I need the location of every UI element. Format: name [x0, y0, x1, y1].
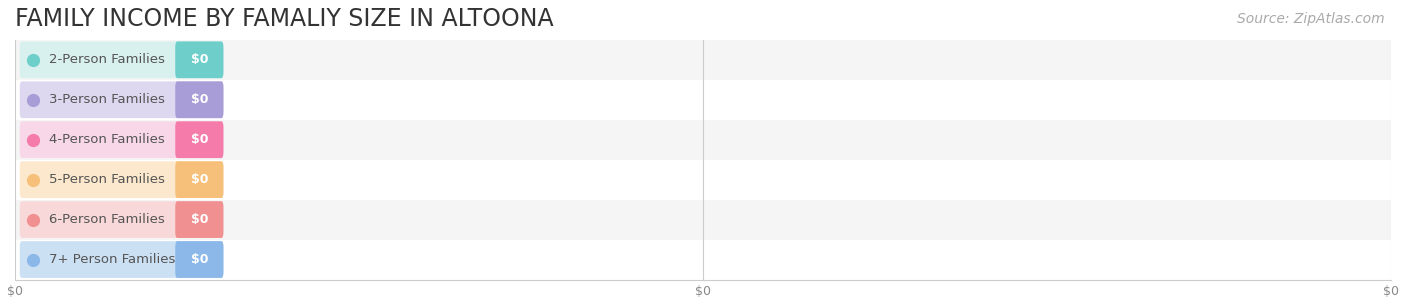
- Text: 3-Person Families: 3-Person Families: [49, 93, 166, 106]
- FancyBboxPatch shape: [176, 121, 224, 158]
- FancyBboxPatch shape: [176, 201, 224, 238]
- Text: 6-Person Families: 6-Person Families: [49, 213, 165, 226]
- Bar: [15, 160, 1391, 199]
- Text: $0: $0: [191, 53, 208, 66]
- Bar: [15, 40, 1391, 80]
- FancyBboxPatch shape: [176, 161, 224, 198]
- Text: 2-Person Families: 2-Person Families: [49, 53, 166, 66]
- Text: 7+ Person Families: 7+ Person Families: [49, 253, 176, 266]
- Text: FAMILY INCOME BY FAMALIY SIZE IN ALTOONA: FAMILY INCOME BY FAMALIY SIZE IN ALTOONA: [15, 7, 554, 31]
- FancyBboxPatch shape: [20, 201, 224, 238]
- FancyBboxPatch shape: [20, 121, 224, 158]
- Text: $0: $0: [191, 173, 208, 186]
- FancyBboxPatch shape: [176, 81, 224, 118]
- Bar: [15, 239, 1391, 279]
- Text: Source: ZipAtlas.com: Source: ZipAtlas.com: [1237, 12, 1385, 26]
- Text: $0: $0: [191, 133, 208, 146]
- FancyBboxPatch shape: [20, 161, 224, 198]
- FancyBboxPatch shape: [176, 241, 224, 278]
- FancyBboxPatch shape: [20, 81, 224, 118]
- Text: 4-Person Families: 4-Person Families: [49, 133, 165, 146]
- Text: 5-Person Families: 5-Person Families: [49, 173, 166, 186]
- FancyBboxPatch shape: [176, 41, 224, 78]
- Text: $0: $0: [191, 93, 208, 106]
- FancyBboxPatch shape: [20, 241, 224, 278]
- Text: $0: $0: [191, 253, 208, 266]
- Bar: [15, 120, 1391, 160]
- Bar: [15, 199, 1391, 239]
- FancyBboxPatch shape: [20, 41, 224, 78]
- Text: $0: $0: [191, 213, 208, 226]
- Bar: [15, 80, 1391, 120]
